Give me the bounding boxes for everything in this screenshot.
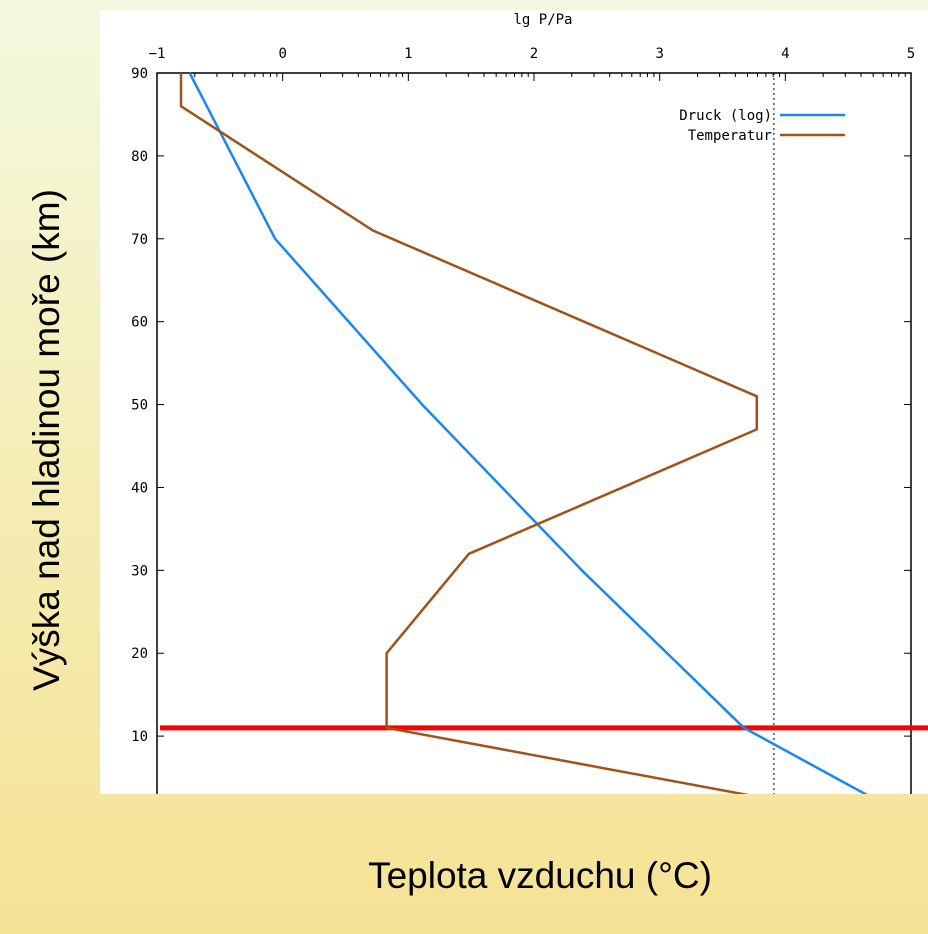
x-axis-title: Teplota vzduchu (°C) (368, 855, 712, 896)
temperature-line (179, 73, 759, 794)
x-tick-label-top: 5 (907, 46, 915, 62)
y-tick-label: 10 (131, 729, 148, 745)
legend: Druck (log) Temperatur (679, 108, 845, 144)
x-tick-label-top: 0 (278, 46, 286, 62)
x-tick-label-top: 2 (530, 46, 538, 62)
series-lines (179, 72, 868, 794)
legend-label: Temperatur (688, 128, 772, 144)
x-tick-label-top: 3 (655, 46, 663, 62)
atmosphere-chart: lg P/Pa 0102030405060708090−80−60−40−200… (131, 12, 928, 794)
axes: 0102030405060708090−80−60−40−20020−10123… (131, 46, 915, 794)
x-tick-label-top: 4 (781, 46, 789, 62)
top-axis-label: lg P/Pa (513, 12, 572, 28)
y-tick-label: 40 (131, 480, 148, 496)
y-tick-label: 60 (131, 315, 148, 331)
y-tick-label: 90 (131, 66, 148, 82)
x-tick-label-top: −1 (149, 46, 166, 62)
y-axis-title: Výška nad hladinou moře (km) (26, 189, 67, 691)
reference-lines (160, 73, 928, 794)
y-tick-label: 80 (131, 149, 148, 165)
y-tick-label: 50 (131, 398, 148, 414)
y-tick-label: 30 (131, 563, 148, 579)
y-tick-label: 70 (131, 232, 148, 248)
legend-label: Druck (log) (679, 108, 772, 124)
plot-area: lg P/Pa 0102030405060708090−80−60−40−200… (100, 10, 928, 794)
plot-frame (156, 72, 912, 794)
x-tick-label-top: 1 (404, 46, 412, 62)
y-tick-label: 20 (131, 646, 148, 662)
pressure-line (188, 72, 868, 794)
